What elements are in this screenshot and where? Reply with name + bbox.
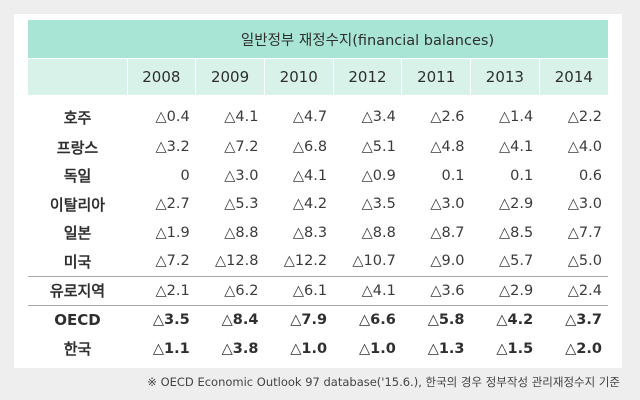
year-header: 2012 (332, 58, 402, 95)
table-cell: △8.5 (499, 224, 534, 241)
corner-cell (28, 20, 128, 59)
table-cell: △2.9 (499, 196, 534, 213)
table-cell: △4.1 (499, 139, 534, 156)
row-label: 유로지역 (28, 275, 128, 306)
table-cell: △8.8 (224, 224, 259, 241)
table-cell: 0.1 (441, 167, 465, 184)
table-cell: △2.4 (539, 275, 608, 306)
table-cell: △6.8 (292, 139, 328, 156)
table-cell: △4.7 (292, 109, 328, 125)
table-cell: △2.6 (430, 109, 465, 125)
table-cell: 0.6 (578, 167, 602, 184)
table-cell: △1.0 (358, 340, 396, 357)
table-cell: △1.1 (152, 340, 190, 357)
table-cell: △4.2 (470, 305, 540, 335)
table-row: 미국 △7.2 △12.8 △12.2 △10.7 △9.0 △5.7 △5.0 (28, 247, 608, 276)
table-cell: △5.7 (499, 253, 534, 270)
table-cell: △3.7 (539, 305, 608, 335)
row-label: 일본 (63, 224, 92, 243)
table-row: 이탈리아 △2.7 △5.3 △4.2 △3.5 △3.0 △2.9 △3.0 (28, 190, 608, 219)
source-note: ※ OECD Economic Outlook 97 database('15.… (147, 375, 620, 389)
table-cell: △10.7 (352, 253, 396, 270)
table-cell: △7.7 (567, 224, 602, 241)
table-cell: △8.3 (292, 224, 328, 241)
table-row: 독일 0 △3.0 △4.1 △0.9 0.1 0.1 0.6 (28, 162, 608, 191)
table-row: 호주 △0.4 △4.1 △4.7 △3.4 △2.6 △1.4 △2.2 (28, 95, 608, 133)
row-label: OECD (28, 305, 128, 335)
table-cell: △8.8 (361, 224, 396, 241)
table-row: 한국 △1.1 △3.8 △1.0 △1.0 △1.3 △1.5 △2.0 (28, 335, 608, 364)
row-label: 이탈리아 (49, 195, 106, 214)
table-cell: △8.4 (195, 305, 265, 335)
table-card: 일반정부 재정수지(financial balances) 2008 2009 … (14, 14, 622, 368)
table-cell: △5.0 (567, 253, 602, 270)
table-cell: △2.7 (155, 196, 190, 213)
table-cell: △0.4 (155, 109, 190, 125)
table-cell: △7.2 (155, 253, 190, 270)
table-cell: △2.1 (127, 275, 196, 306)
table-cell: △4.1 (224, 109, 259, 125)
table-cell: △5.3 (224, 196, 259, 213)
table-cell: △7.9 (264, 305, 334, 335)
row-label: 독일 (63, 167, 92, 186)
table-cell: △4.8 (430, 139, 465, 156)
table-cell: △2.0 (565, 340, 602, 357)
table-cell: △12.2 (283, 253, 328, 270)
table-row: 일본 △1.9 △8.8 △8.3 △8.8 △8.7 △8.5 △7.7 (28, 219, 608, 248)
table-row: OECD △3.5 △8.4 △7.9 △6.6 △5.8 △4.2 △3.7 (28, 305, 608, 335)
corner-cell-years (28, 58, 128, 95)
table-cell: △3.4 (361, 109, 396, 125)
table-row: 프랑스 △3.2 △7.2 △6.8 △5.1 △4.8 △4.1 △4.0 (28, 133, 608, 162)
year-header: 2011 (401, 58, 471, 95)
table-row: 유로지역 △2.1 △6.2 △6.1 △4.1 △3.6 △2.9 △2.4 (28, 275, 608, 306)
table-cell: △2.2 (567, 109, 602, 125)
table-cell: 0.1 (510, 167, 534, 184)
table-cell: △3.5 (361, 196, 396, 213)
table-cell: △4.0 (567, 139, 602, 156)
table-cell: △6.1 (264, 275, 334, 306)
table-cell: △4.2 (292, 196, 328, 213)
table-cell: △3.5 (127, 305, 196, 335)
table-cell: △5.8 (401, 305, 471, 335)
table-cell: △7.2 (224, 139, 259, 156)
table-cell: △3.6 (401, 275, 471, 306)
table-cell: △8.7 (430, 224, 465, 241)
table-cell: △2.9 (470, 275, 540, 306)
row-label: 호주 (63, 108, 92, 127)
table-cell: △1.0 (290, 340, 328, 357)
table-cell: △1.5 (496, 340, 534, 357)
group-header-row: 일반정부 재정수지(financial balances) (28, 20, 608, 59)
financial-balance-table: 일반정부 재정수지(financial balances) 2008 2009 … (28, 20, 608, 363)
table-cell: △4.1 (292, 167, 328, 184)
year-header: 2010 (263, 58, 334, 95)
table-cell: △9.0 (430, 253, 465, 270)
table-cell: △1.3 (427, 340, 465, 357)
year-header: 2008 (126, 58, 196, 95)
row-label: 한국 (63, 340, 92, 359)
table-cell: △3.0 (224, 167, 259, 184)
row-label: 미국 (63, 252, 92, 271)
table-cell: △12.8 (214, 253, 259, 270)
table-cell: △1.4 (499, 109, 534, 125)
year-header: 2013 (470, 58, 540, 95)
table-cell: △5.1 (361, 139, 396, 156)
year-header-row: 2008 2009 2010 2012 2011 2013 2014 (28, 58, 608, 95)
table-cell: △6.2 (195, 275, 265, 306)
year-header: 2014 (538, 58, 608, 95)
table-cell: △3.0 (567, 196, 602, 213)
year-header: 2009 (195, 58, 265, 95)
row-label: 프랑스 (56, 138, 99, 157)
table-cell: △0.9 (361, 167, 396, 184)
table-cell: △3.0 (430, 196, 465, 213)
table-cell: △4.1 (333, 275, 402, 306)
group-header: 일반정부 재정수지(financial balances) (127, 20, 608, 59)
table-cell: △3.8 (221, 340, 259, 357)
table-cell: △6.6 (333, 305, 402, 335)
table-cell: 0 (180, 167, 190, 184)
table-cell: △3.2 (155, 139, 190, 156)
table-cell: △1.9 (155, 224, 190, 241)
